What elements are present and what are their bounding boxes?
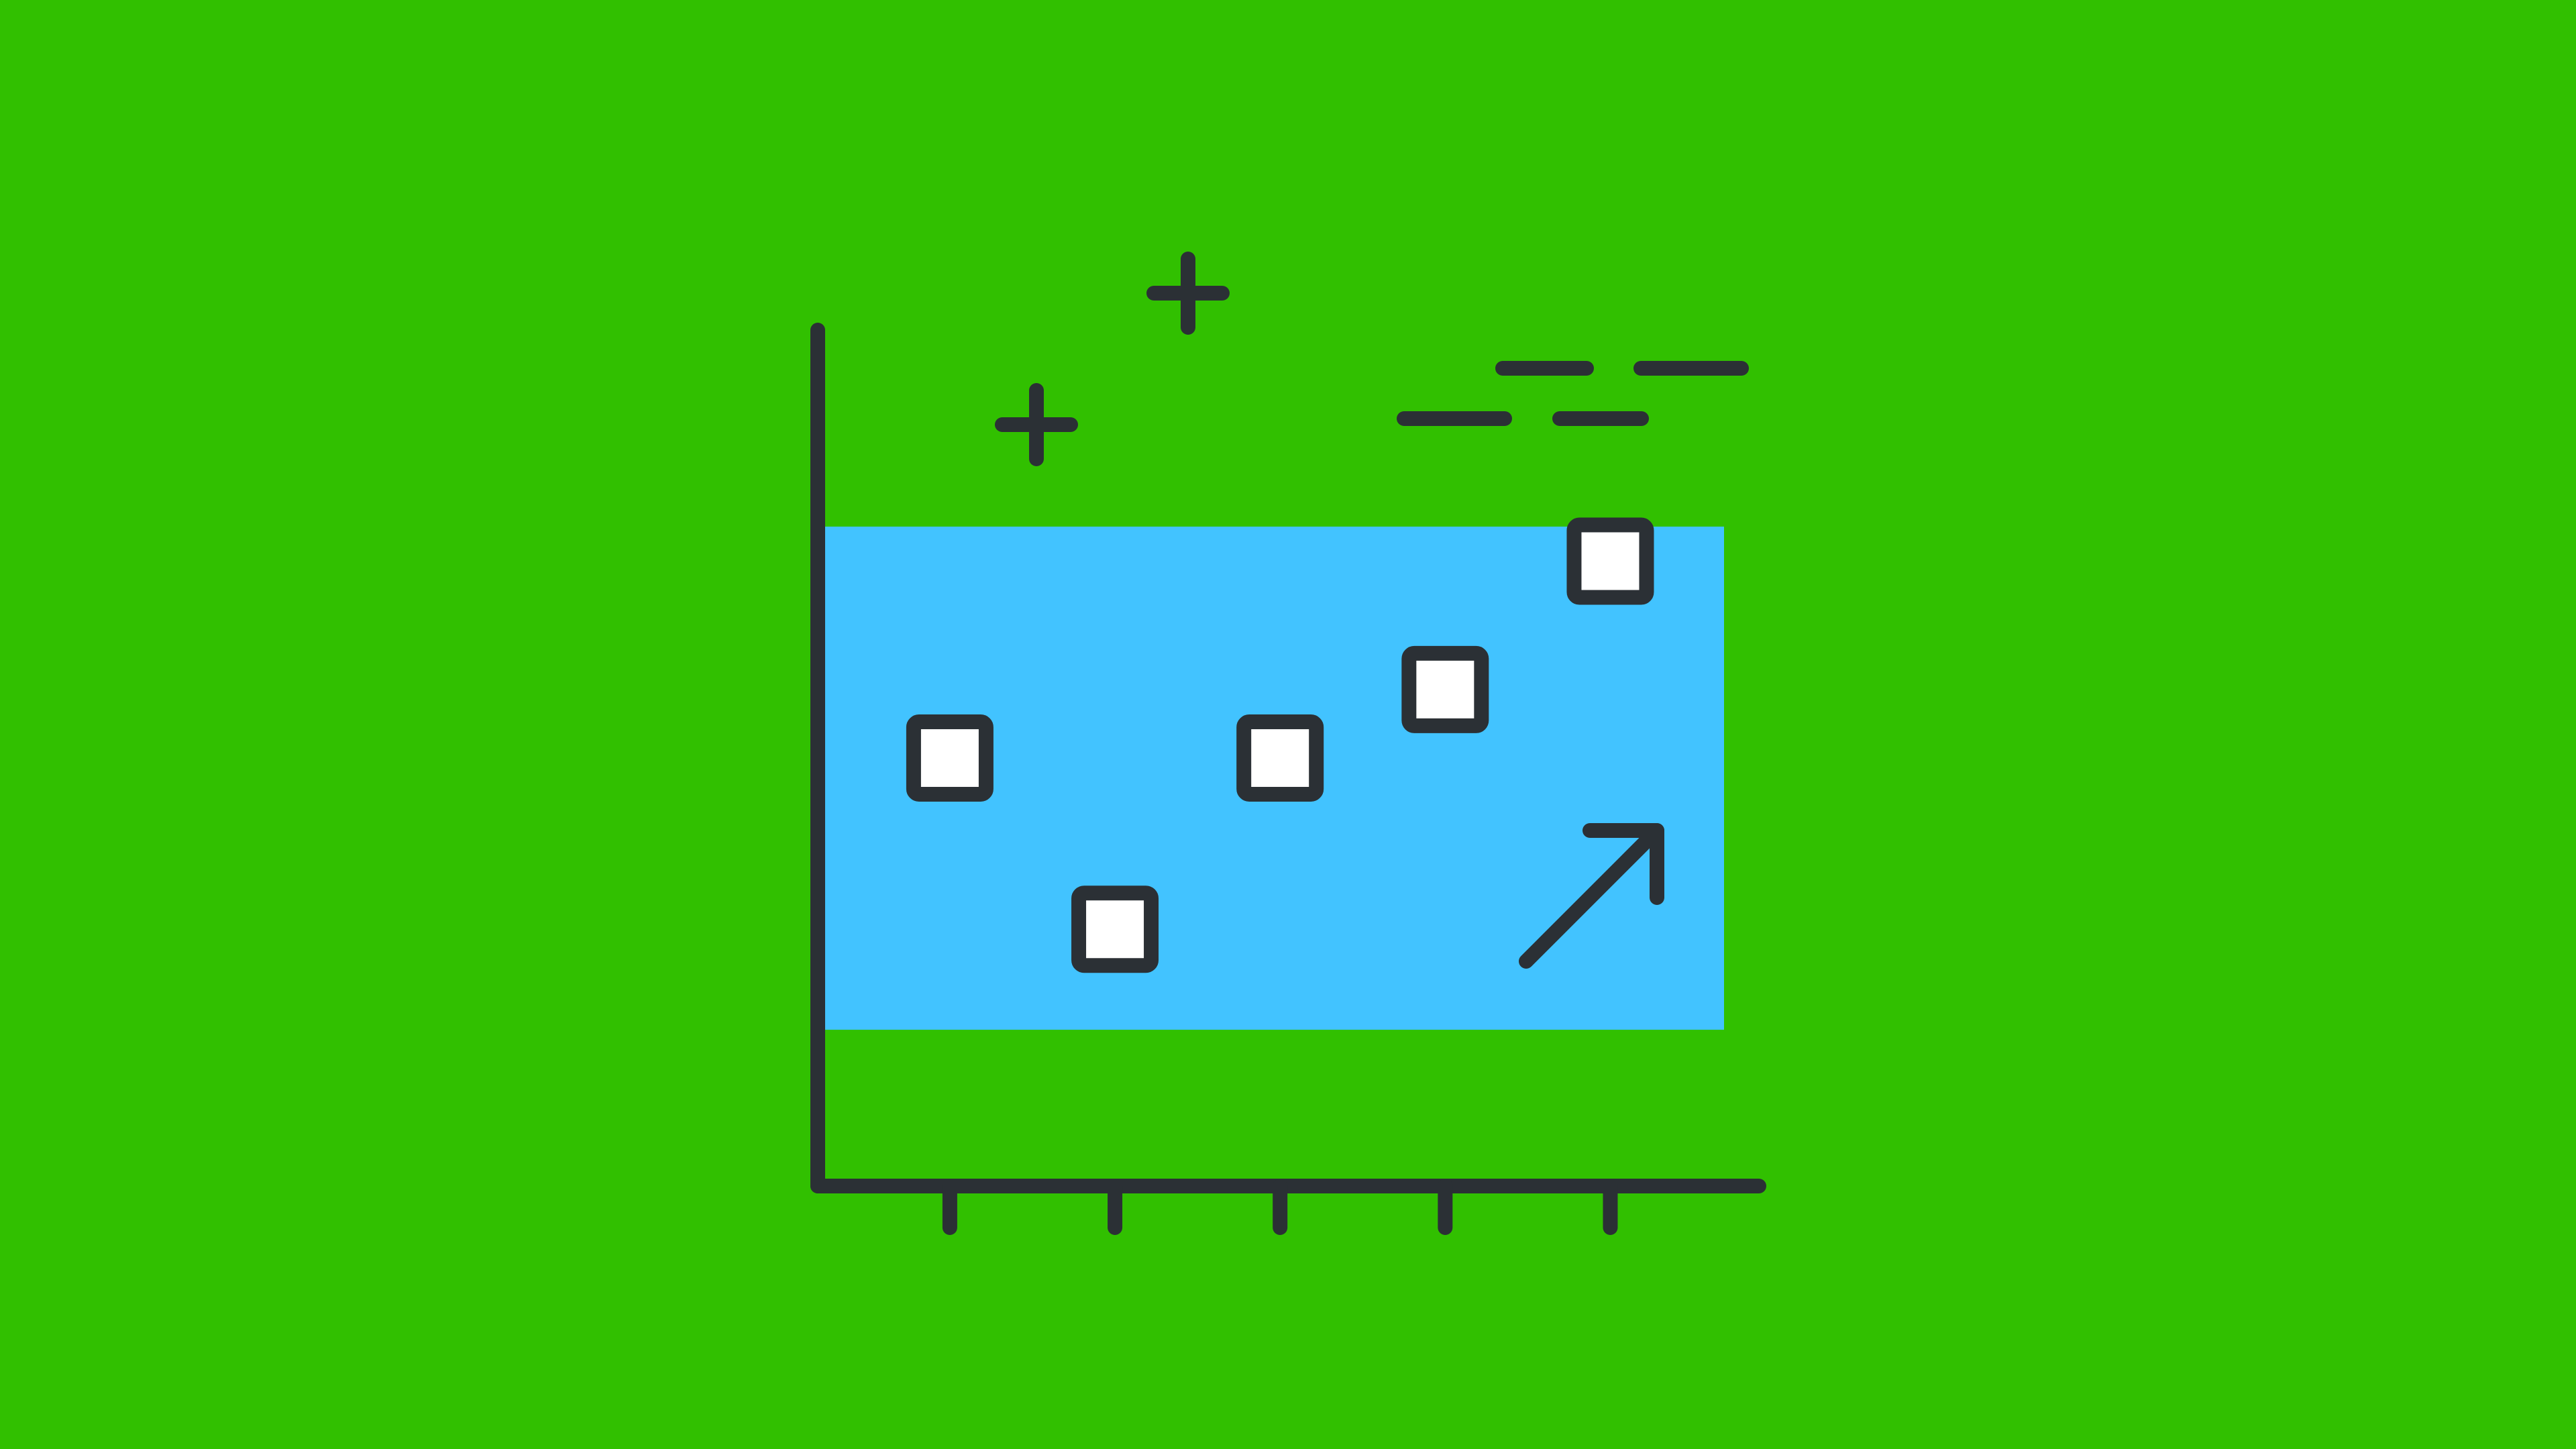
data-points: [906, 517, 1654, 973]
plus-icon: [995, 383, 1078, 466]
dash-lines-icon: [1397, 361, 1749, 426]
data-point-4: [1401, 645, 1489, 733]
x-axis-ticks: [942, 1179, 1618, 1235]
data-point-1: [906, 714, 994, 802]
data-point-3: [1236, 714, 1324, 802]
plus-icon: [1146, 252, 1230, 335]
data-point-5: [1566, 517, 1654, 605]
data-point-2: [1071, 885, 1159, 973]
trend-arrow-up-icon: [1519, 823, 1664, 969]
